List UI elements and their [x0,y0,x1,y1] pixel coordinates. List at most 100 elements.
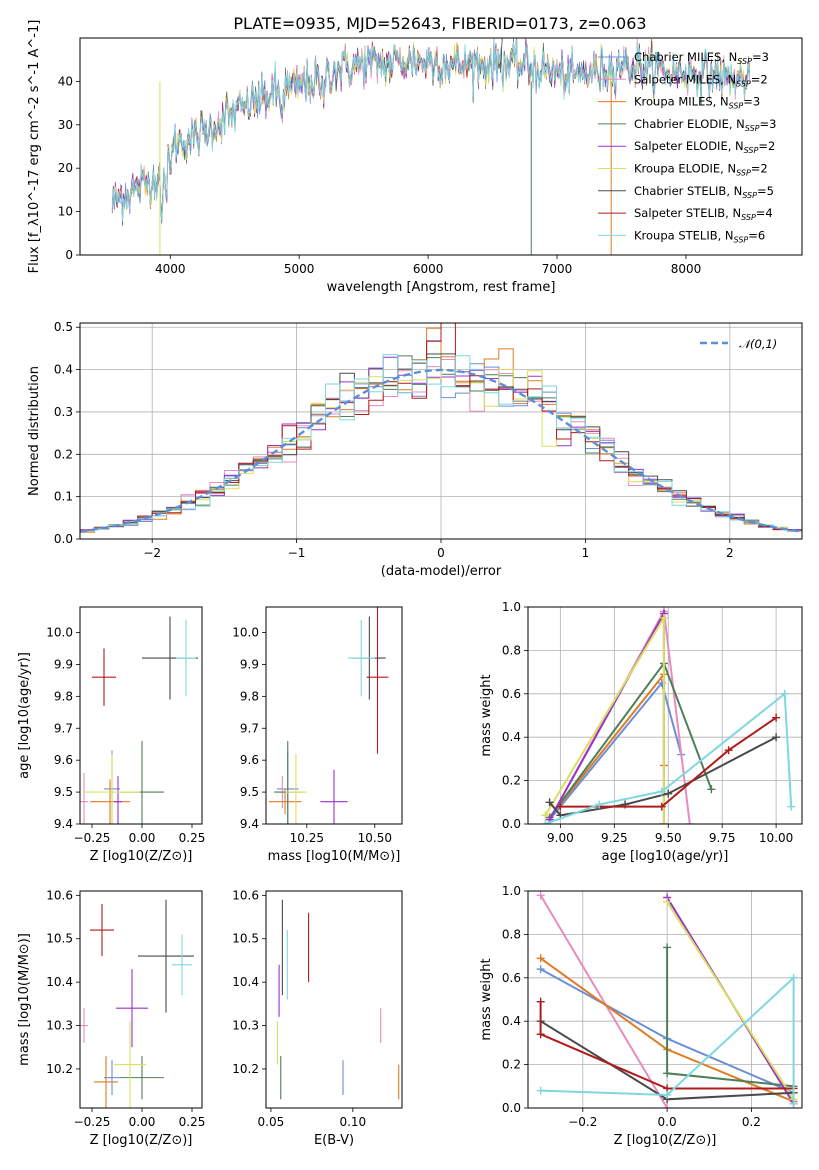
age-weights-xtick-label: 9.50 [655,831,682,845]
age-weights-marker [541,820,550,824]
residuals-xtick-label: 2 [726,546,734,560]
legend-nssp: =4 [756,206,773,220]
age-weights-marker [787,802,796,811]
z-weights-marker [663,897,672,906]
ebv-mass-points [276,899,400,1100]
legend-text-3: Chabrier ELODIE, NSSP=3 [634,117,776,133]
age-weights-marker [659,613,668,622]
z-weights-marker [663,1104,672,1108]
age-weights-marker [545,798,554,807]
z-weights-panel: −0.2 0.0 0.2 0.0 0.2 0.4 0.6 0.8 1.0 Z [log10(Z/Z… [479,884,803,1148]
age-weights-line-salpeter-stelib [560,716,777,808]
z-mass-xtick-label: 0.25 [179,1115,206,1129]
legend-subscript: SSP [742,191,757,200]
legend-subscript: SSP [729,102,744,111]
age-weights-xtick-label: 10.00 [759,831,793,845]
age-weights-ylabel: mass weight [479,674,494,756]
normal-curve [80,368,802,533]
z-mass-ylabel: mass [log10(M/M⊙)] [17,933,32,1066]
z-mass-frame [79,890,203,1109]
z-mass-xlabel: Z [log10(Z/Z⊙)] [90,1133,193,1148]
spectrum-xtick-label: 7000 [542,262,573,276]
ebv-mass-frame [265,890,403,1109]
z-weights-ytick-label: 0.0 [502,1101,521,1115]
z-weights-ylabel: mass weight [479,958,494,1040]
z-weights-marker [663,943,672,952]
legend-text-1: Salpeter MILES, NSSP=2 [634,72,768,88]
spectrum-xtick-label: 4000 [155,262,186,276]
legend-nssp: =2 [758,139,775,153]
legend-text-6: Chabrier STELIB, NSSP=5 [634,184,774,200]
age-weights-xtick-label: 9.00 [547,831,574,845]
legend-name: Kroupa MILES, N [634,95,729,109]
spectrum-panel: 4000 5000 6000 7000 8000 0 10 20 30 40 wavelength … [27,20,803,295]
age-weights-xtick-label: 9.25 [601,831,628,845]
age-weights-marker [595,800,604,809]
age-weights-marker [780,689,789,698]
age-weights-marker [659,820,668,824]
residuals-panel: −2 −1 0 1 2 0.0 0.1 0.2 0.3 0.4 0.5 (data-model)/er… [27,320,803,579]
z-weights-ytick-label: 0.4 [502,1014,521,1028]
legend-name: Kroupa ELODIE, N [634,162,736,176]
z-mass-ytick-label: 10.5 [46,932,73,946]
z-weights-marker [536,1030,545,1039]
z-weights-marker [536,891,545,900]
spectrum-ytick-label: 40 [58,74,73,88]
legend-text-2: Kroupa MILES, NSSP=3 [634,95,760,111]
residuals-ytick-label: 0.1 [54,490,73,504]
ebv-mass-ytick-label: 10.5 [232,932,259,946]
spectrum-emission-line [499,38,503,73]
residuals-ytick-label: 0.0 [54,532,73,546]
spectrum-line-kroupa-stelib [111,38,751,222]
ebv-mass-ytick-label: 10.6 [232,888,259,902]
mass-age-points [268,607,389,824]
age-weights-frame [527,606,803,825]
legend-text-8: Kroupa STELIB, NSSP=6 [634,228,765,244]
ebv-mass-xtick-label: 0.05 [258,1115,285,1129]
mass-age-ytick-label: 9.8 [240,689,259,703]
z-mass-ytick-label: 10.6 [46,888,73,902]
z-weights-marker [789,1099,798,1108]
mass-age-ytick-label: 9.4 [240,817,259,831]
ebv-mass-ytick-label: 10.2 [232,1062,259,1076]
residuals-xtick-label: 1 [582,546,590,560]
age-weights-ytick-label: 0.8 [502,643,521,657]
legend-name: Chabrier STELIB, N [634,184,742,198]
residuals-legend-text: 𝒩(0,1) [739,337,777,351]
legend-subscript: SSP [744,146,759,155]
spectrum-ytick-label: 0 [65,248,73,262]
z-weights-line-kroupa-elodie [666,901,795,1100]
legend-text-5: Kroupa ELODIE, NSSP=2 [634,162,768,178]
legend-nssp: =6 [748,228,765,242]
z-mass-ytick-label: 10.3 [46,1019,73,1033]
z-age-xlabel: Z [log10(Z/Z⊙)] [90,849,193,864]
z-age-ytick-label: 9.9 [54,657,73,671]
legend-name: Salpeter ELODIE, N [634,139,744,153]
mass-age-xlabel: mass [log10(M/M⊙)] [268,849,401,864]
z-weights-frame [527,890,803,1109]
residuals-xtick-label: 0 [437,546,445,560]
z-weights-marker [536,965,545,974]
ebv-mass-xlabel: E(B-V) [314,1133,354,1148]
z-mass-ytick-label: 10.4 [46,975,73,989]
z-weights-marker [536,1086,545,1095]
z-mass-xtick-label: 0.00 [129,1115,156,1129]
age-weights-xtick-label: 9.75 [709,831,736,845]
hist-salpeter-stelib [80,323,802,533]
residuals-xlabel: (data-model)/error [381,564,502,579]
spectrum-ylabel: Flux [f_λ10^-17 erg cm^-2 s^-1 A^-1] [27,20,42,274]
z-age-ytick-label: 10.0 [46,626,73,640]
ebv-mass-ytick-label: 10.3 [232,1019,259,1033]
z-weights-xtick-label: −0.2 [568,1115,597,1129]
age-weights-xlabel: age [log10(age/yr)] [602,849,729,864]
z-weights-marker [536,954,545,963]
z-weights-marker [663,1090,672,1099]
mass-age-ytick-label: 10.0 [232,626,259,640]
residuals-xtick-label: −2 [143,546,161,560]
legend-subscript: SSP [741,213,756,222]
age-weights-marker [724,746,733,755]
z-age-ytick-label: 9.5 [54,785,73,799]
age-weights-ytick-label: 0.0 [502,817,521,831]
